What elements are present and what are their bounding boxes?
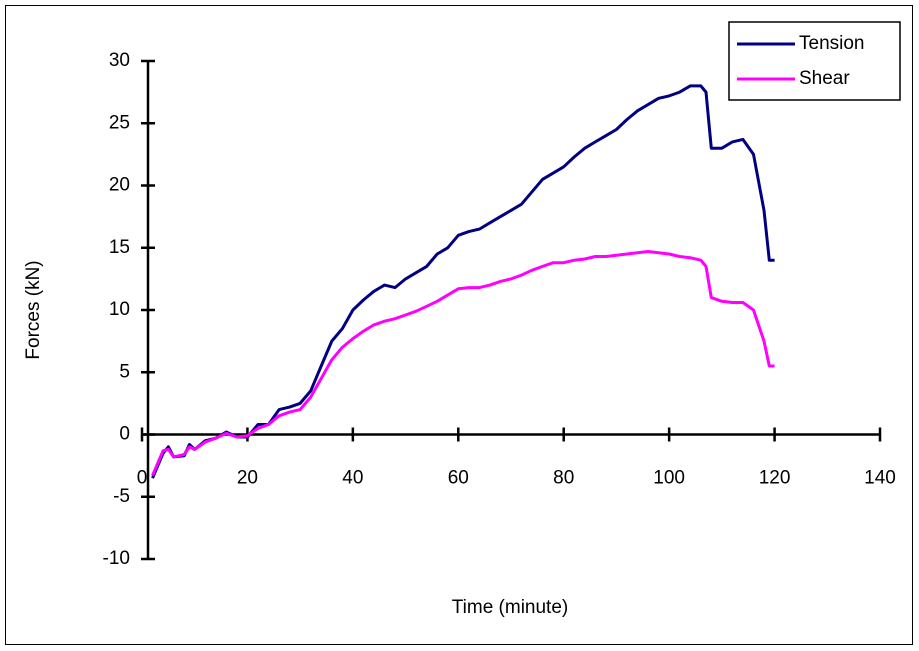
x-tick-label: 40 <box>342 468 363 489</box>
x-tick-label: 140 <box>864 468 896 489</box>
x-tick-label: 80 <box>553 468 574 489</box>
x-tick-label: 120 <box>759 468 791 489</box>
x-tick-label: 0 <box>137 468 148 489</box>
legend-label: Tension <box>799 33 865 54</box>
legend-label: Shear <box>799 68 850 89</box>
x-tick-label: 100 <box>653 468 685 489</box>
y-tick-label: 5 <box>119 361 130 382</box>
y-tick-label: -10 <box>103 548 130 569</box>
y-tick-label: 10 <box>109 299 130 320</box>
y-tick-label: 25 <box>109 112 130 133</box>
y-tick-label: 20 <box>109 175 130 196</box>
x-axis-label: Time (minute) <box>452 597 568 618</box>
chart-frame <box>5 5 913 645</box>
y-tick-label: 0 <box>119 424 130 445</box>
y-axis-label: Forces (kN) <box>23 260 44 359</box>
x-tick-label: 20 <box>237 468 258 489</box>
series-line <box>151 250 775 477</box>
y-tick-label: 30 <box>109 50 130 71</box>
y-tick-label: -5 <box>113 486 130 507</box>
y-tick-label: 15 <box>109 237 130 258</box>
x-tick-label: 60 <box>448 468 469 489</box>
legend-box <box>728 21 901 101</box>
